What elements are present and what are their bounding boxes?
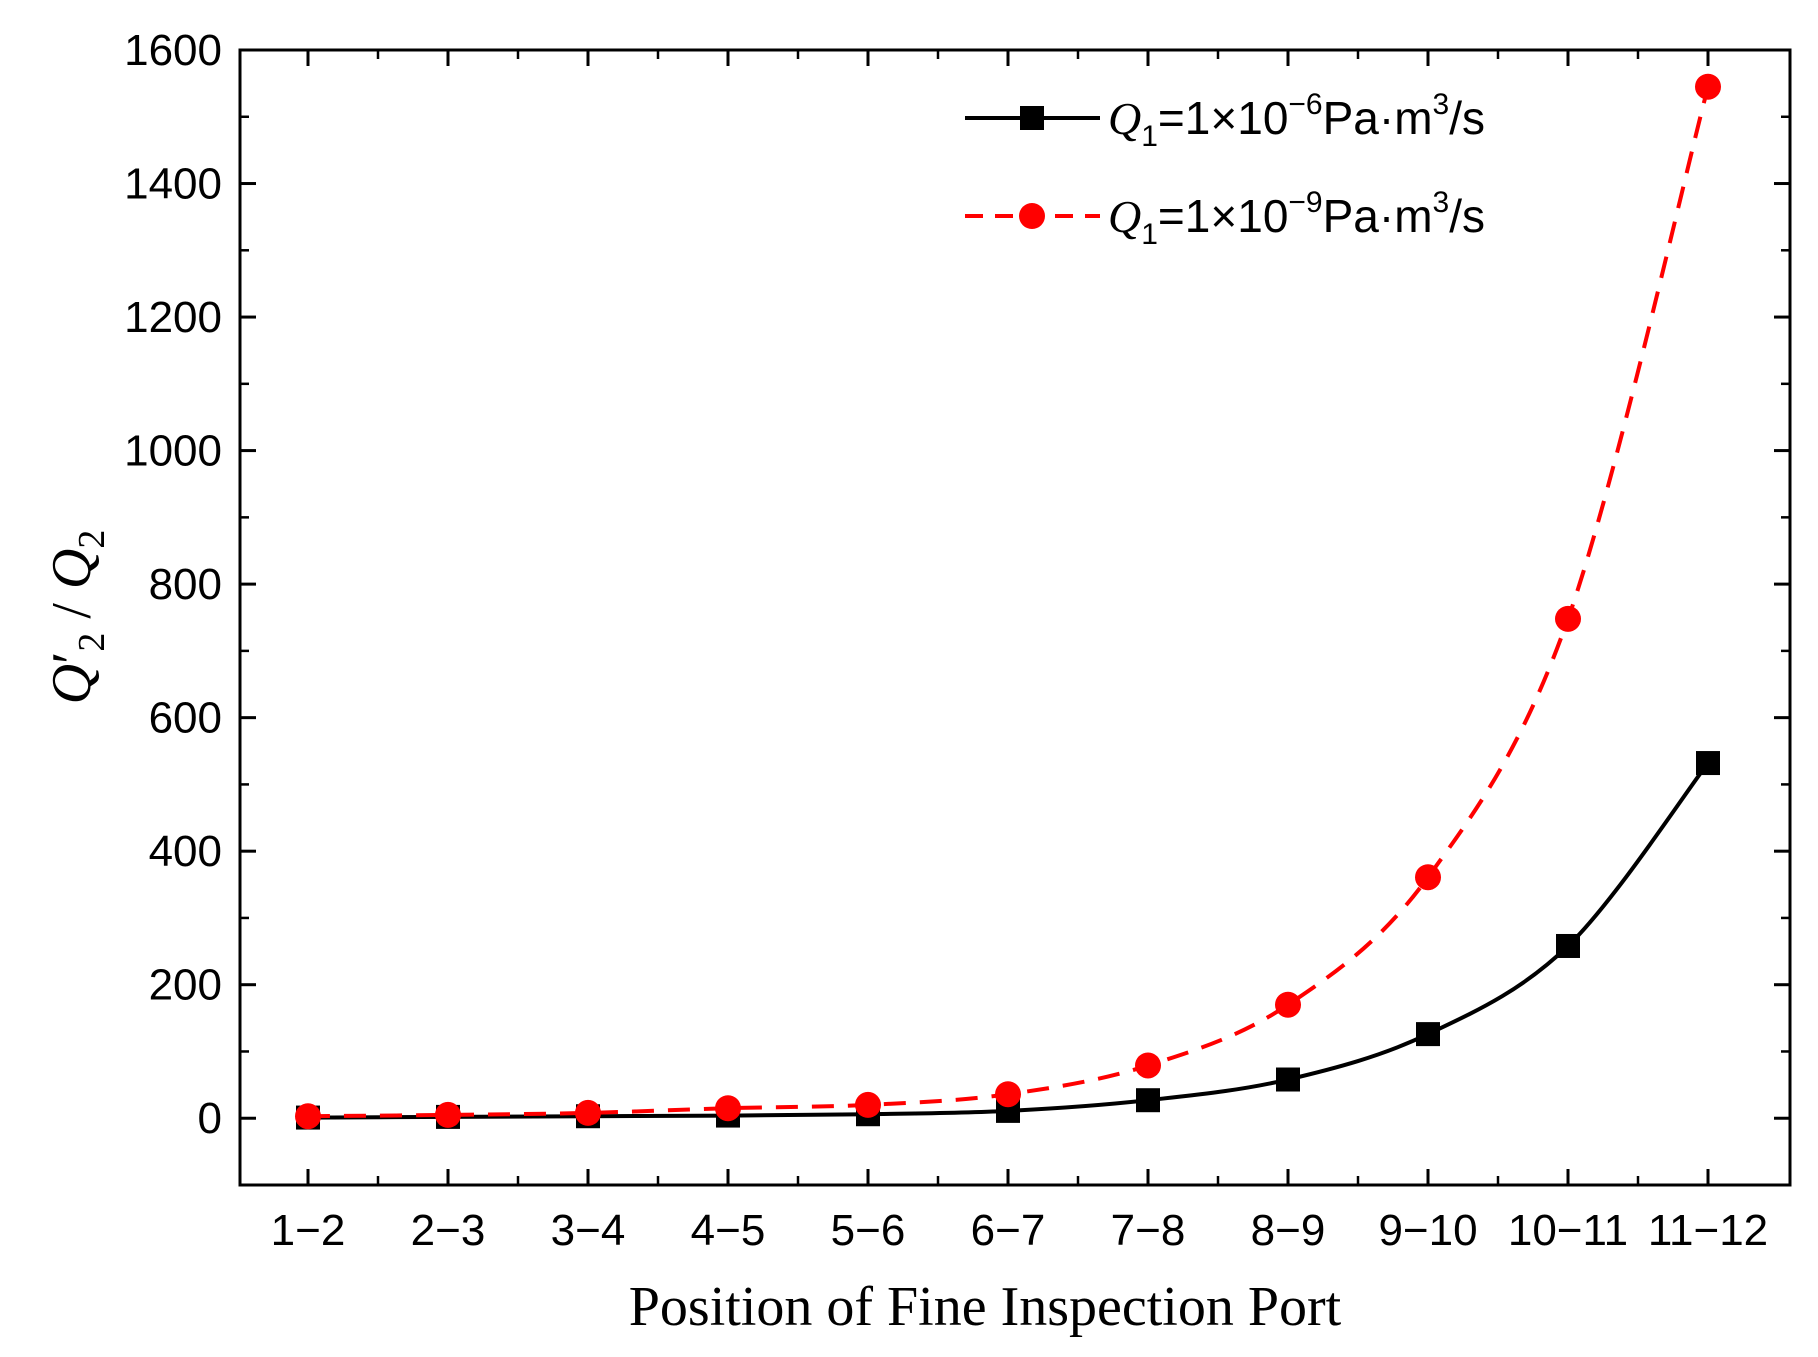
series-line: [307, 761, 1710, 1120]
data-point: [995, 1081, 1021, 1108]
data-point: [1696, 751, 1720, 776]
data-point: [715, 1095, 741, 1122]
data-point: [295, 1103, 321, 1130]
legend-label: Q1=1×10−6Pa·m3/s: [1108, 88, 1485, 153]
data-point: [855, 1091, 881, 1118]
series-1: [296, 751, 1720, 1130]
x-tick-label: 5−6: [831, 1206, 906, 1255]
x-axis-title: Position of Fine Inspection Port: [629, 1276, 1342, 1338]
y-axis-ticks: 0 200 400 600 800 1000 1200 1400 1600: [124, 26, 1790, 1187]
series-2: [295, 73, 1721, 1130]
data-point: [575, 1099, 601, 1126]
series-layer: [295, 73, 1721, 1130]
data-point: [1415, 864, 1441, 891]
x-tick-label: 7−8: [1111, 1206, 1186, 1255]
x-axis-ticks: 1−2 2−3 3−4 4−5 5−6 6−7 7−8 8−9 9−10 10−11 11−12: [271, 50, 1768, 1255]
data-point: [1135, 1052, 1161, 1079]
y-tick-label: 1200: [124, 293, 222, 342]
x-tick-label: 10−11: [1508, 1206, 1628, 1255]
data-point: [1555, 605, 1581, 632]
data-point: [1276, 1067, 1300, 1092]
data-point: [1136, 1088, 1160, 1113]
x-tick-label: 3−4: [551, 1206, 626, 1255]
y-axis-title: Q′2 / Q2: [41, 530, 113, 705]
legend-item-1: Q1=1×10−6Pa·m3/s: [965, 88, 1485, 153]
data-point: [1275, 991, 1301, 1018]
y-tick-label: 1000: [124, 427, 222, 476]
x-tick-label: 4−5: [691, 1206, 766, 1255]
y-tick-label: 1600: [124, 26, 222, 75]
data-point: [1416, 1022, 1440, 1047]
legend-label: Q1=1×10−9Pa·m3/s: [1108, 186, 1485, 251]
x-tick-label: 6−7: [971, 1206, 1046, 1255]
plot-frame: [238, 48, 1792, 1187]
legend-marker: [1019, 203, 1045, 229]
data-point: [1695, 73, 1721, 100]
series-line: [307, 86, 1710, 1119]
y-tick-label: 400: [149, 827, 222, 876]
svg-text:Q′2 / Q2: Q′2 / Q2: [41, 530, 113, 705]
x-tick-label: 9−10: [1378, 1206, 1477, 1255]
data-point: [435, 1101, 461, 1128]
y-tick-label: 600: [149, 694, 222, 743]
x-tick-label: 1−2: [271, 1206, 346, 1255]
y-tick-label: 200: [149, 961, 222, 1010]
y-tick-label: 0: [198, 1094, 222, 1143]
legend-marker: [1020, 106, 1044, 130]
data-point: [1556, 933, 1580, 958]
x-tick-label: 8−9: [1251, 1206, 1326, 1255]
x-tick-label: 2−3: [411, 1206, 486, 1255]
y-tick-label: 800: [149, 560, 222, 609]
y-tick-label: 1400: [124, 160, 222, 209]
x-tick-label: 11−12: [1648, 1206, 1768, 1255]
legend-item-2: Q1=1×10−9Pa·m3/s: [965, 186, 1485, 251]
legend: Q1=1×10−6Pa·m3/s Q1=1×10−9Pa·m3/s: [965, 88, 1485, 251]
